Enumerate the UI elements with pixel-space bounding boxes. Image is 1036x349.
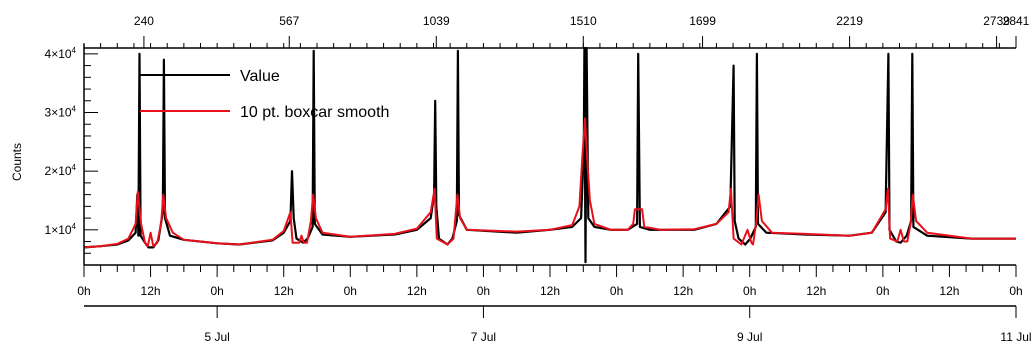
top-tick-label: 240 [134,14,154,28]
legend-smooth-label: 10 pt. boxcar smooth [240,104,389,121]
date-tick-label: 9 Jul [737,330,762,344]
hour-tick-label: 12h [274,284,294,298]
legend-value-label: Value [240,68,280,85]
hour-tick-label: 12h [673,284,693,298]
y-tick-label: 4×104 [45,46,77,61]
hour-tick-label: 12h [407,284,427,298]
top-tick-label: 2219 [836,14,863,28]
hour-tick-label: 12h [806,284,826,298]
y-tick-label: 2×104 [45,163,77,178]
top-tick-label: 2841 [1003,14,1030,28]
date-tick-label: 11 Jul [1000,330,1031,344]
hour-tick-label: 0h [77,284,90,298]
hour-tick-label: 12h [540,284,560,298]
hour-tick-label: 0h [477,284,490,298]
date-tick-label: 7 Jul [471,330,496,344]
axes: 1×104 2×104 3×104 4×104 0h 12h 0h 12h 0h 12h 0h 12h… [45,14,1032,344]
plot-area [83,46,1016,264]
hour-tick-label: 0h [610,284,623,298]
hour-tick-label: 12h [141,284,161,298]
top-tick-label: 1510 [570,14,597,28]
top-tick-label: 1699 [689,14,716,28]
hour-tick-label: 0h [743,284,756,298]
y-axis-label: Counts [10,143,24,181]
top-tick-label: 2739 [983,14,1010,28]
top-tick-label: 567 [279,14,299,28]
y-tick-label: 3×104 [45,105,77,120]
y-tick-label: 1×104 [45,222,77,237]
date-tick-label: 5 Jul [204,330,229,344]
hour-tick-label: 0h [344,284,357,298]
hour-tick-label: 0h [876,284,889,298]
hour-tick-label: 0h [1009,284,1022,298]
hour-tick-label: 12h [939,284,959,298]
top-tick-label: 1039 [423,14,450,28]
legend: Value 10 pt. boxcar smooth [140,68,389,121]
series-line-smooth [83,117,1016,249]
hour-tick-label: 0h [210,284,223,298]
